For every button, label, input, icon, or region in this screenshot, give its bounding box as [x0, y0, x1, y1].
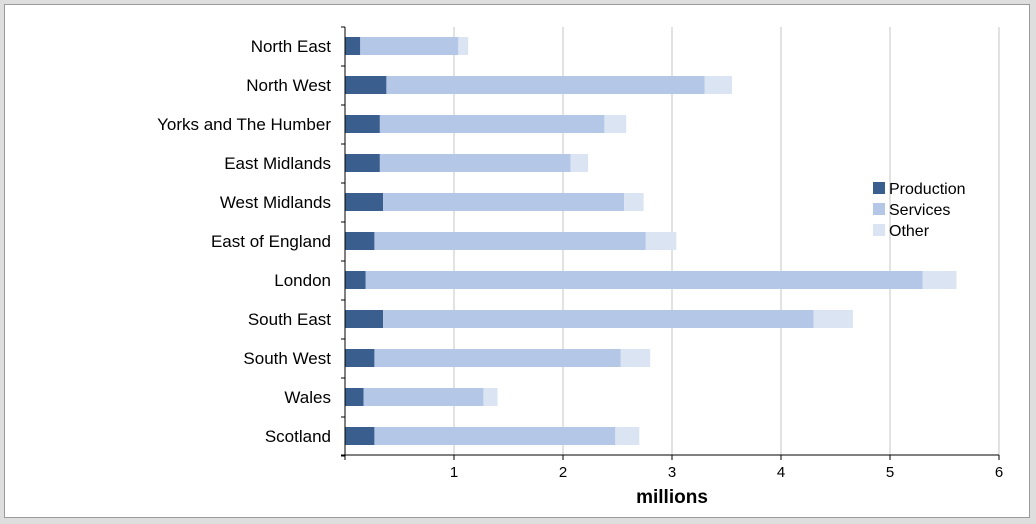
x-tick-label: 1 — [450, 464, 458, 481]
bar-services — [386, 76, 705, 94]
x-tick-label: 5 — [886, 464, 894, 481]
x-tick-label: 2 — [559, 464, 567, 481]
bar-services — [374, 232, 646, 250]
legend-label-production: Production — [889, 181, 966, 198]
bar-production — [345, 271, 366, 289]
bar-production — [345, 349, 375, 367]
bar-services — [374, 427, 616, 445]
category-label: South West — [243, 349, 331, 368]
category-label: Scotland — [265, 427, 331, 446]
chart-frame: North East North West Yorks and The Humber… — [4, 4, 1030, 518]
category-label: East of England — [211, 232, 331, 251]
bar-other — [483, 388, 498, 406]
bar-production — [345, 427, 375, 445]
bar-services — [363, 388, 484, 406]
bar-other — [922, 271, 957, 289]
category-label: South East — [248, 310, 331, 329]
category-label: Wales — [284, 388, 331, 407]
x-tick-label: 6 — [995, 464, 1003, 481]
bar-production — [345, 154, 380, 172]
bar-services — [383, 310, 814, 328]
category-label: North East — [251, 37, 332, 56]
bar-services — [365, 271, 923, 289]
bar-production — [345, 76, 387, 94]
bar-services — [379, 115, 605, 133]
bar-other — [620, 349, 651, 367]
bar-other — [624, 193, 644, 211]
bar-production — [345, 193, 384, 211]
bar-services — [374, 349, 621, 367]
category-labels: North East North West Yorks and The Humber… — [157, 37, 331, 446]
bar-other — [704, 76, 732, 94]
legend-swatch-other — [873, 224, 885, 236]
legend-swatch-production — [873, 182, 885, 194]
bar-other — [604, 115, 627, 133]
category-label: Yorks and The Humber — [157, 115, 331, 134]
bar-services — [379, 154, 571, 172]
bar-other — [458, 37, 469, 55]
bar-services — [383, 193, 625, 211]
bar-production — [345, 232, 375, 250]
bar-production — [345, 115, 380, 133]
bar-production — [345, 37, 361, 55]
category-label: West Midlands — [220, 193, 331, 212]
bar-other — [615, 427, 640, 445]
legend-swatch-services — [873, 203, 885, 215]
bars-group — [345, 37, 957, 445]
x-tick-labels: 1 2 3 4 5 6 — [450, 464, 1003, 481]
bar-other — [645, 232, 677, 250]
bar-services — [360, 37, 459, 55]
x-tick-label: 4 — [777, 464, 785, 481]
stacked-bar-chart: North East North West Yorks and The Humber… — [157, 26, 1003, 508]
x-axis-title: millions — [636, 487, 708, 508]
bar-production — [345, 388, 364, 406]
category-label: North West — [246, 76, 331, 95]
legend-label-services: Services — [889, 202, 950, 219]
category-label: East Midlands — [224, 154, 331, 173]
bar-other — [570, 154, 589, 172]
axes-group — [341, 26, 1000, 460]
legend: Production Services Other — [873, 181, 966, 240]
bar-production — [345, 310, 384, 328]
bar-other — [813, 310, 853, 328]
legend-label-other: Other — [889, 223, 930, 240]
category-label: London — [274, 271, 331, 290]
x-tick-label: 3 — [668, 464, 676, 481]
